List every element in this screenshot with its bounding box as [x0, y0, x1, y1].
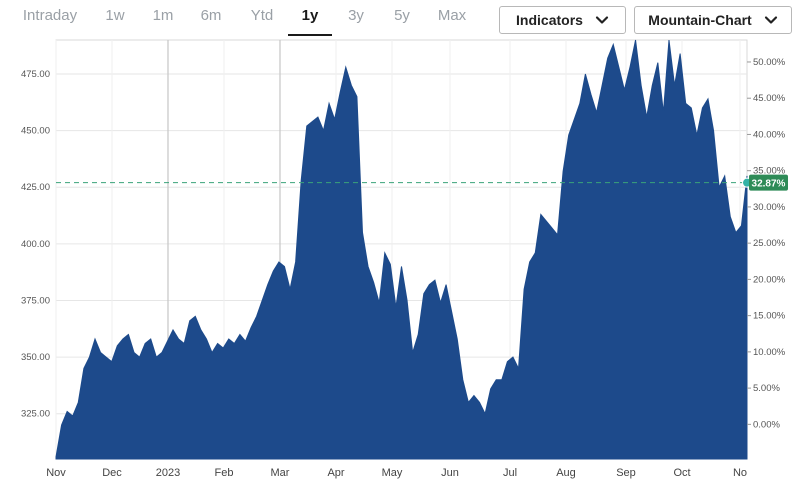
chevron-down-icon [595, 16, 609, 24]
y-tick-label-left: 375.00 [21, 295, 50, 306]
x-tick-label: Nov [46, 467, 66, 479]
x-tick-label: No [733, 467, 747, 479]
y-tick-label-right: 35.00% [753, 166, 786, 177]
x-tick-label: Feb [215, 467, 234, 479]
change-badge-label: 32.87% [752, 179, 786, 190]
y-tick-label-right: 40.00% [753, 129, 786, 140]
chart-type-dropdown[interactable]: Mountain-Chart [634, 6, 792, 34]
tab-max[interactable]: Max [437, 7, 467, 24]
change-badge [749, 174, 788, 191]
y-tick-label-right: 20.00% [753, 274, 786, 285]
x-tick-label: Dec [102, 467, 122, 479]
indicators-dropdown[interactable]: Indicators [499, 6, 626, 34]
x-tick-label: May [382, 467, 403, 479]
y-tick-label-left: 350.00 [21, 352, 50, 363]
tab-3y[interactable]: 3y [348, 7, 364, 24]
y-tick-label-right: 15.00% [753, 311, 786, 322]
price-area [55, 39, 748, 460]
y-tick-label-left: 325.00 [21, 409, 50, 420]
x-tick-label: Oct [673, 467, 690, 479]
x-tick-label: Apr [327, 467, 344, 479]
timeframe-tabs: Intraday 1w 1m 6m Ytd 1y 3y 5y Max [0, 0, 480, 36]
y-tick-label-left: 400.00 [21, 239, 50, 250]
tab-6m[interactable]: 6m [200, 7, 222, 24]
y-tick-label-left: 475.00 [21, 69, 50, 80]
tab-ytd[interactable]: Ytd [250, 7, 274, 24]
chart-type-label: Mountain-Chart [648, 12, 752, 28]
x-tick-label: Mar [271, 467, 290, 479]
y-tick-label-right: 50.00% [753, 57, 786, 68]
x-tick-label: Jul [503, 467, 517, 479]
tab-1y[interactable]: 1y [288, 0, 332, 36]
tab-intraday[interactable]: Intraday [22, 7, 78, 24]
y-tick-label-left: 425.00 [21, 182, 50, 193]
y-tick-label-right: 10.00% [753, 347, 786, 358]
y-tick-label-left: 450.00 [21, 126, 50, 137]
tab-5y[interactable]: 5y [394, 7, 410, 24]
tab-1w[interactable]: 1w [105, 7, 125, 24]
x-tick-label: Sep [616, 467, 636, 479]
x-tick-label: Jun [441, 467, 459, 479]
x-tick-label: Aug [556, 467, 576, 479]
y-tick-label-right: 0.00% [753, 419, 780, 430]
indicators-label: Indicators [516, 12, 583, 28]
x-tick-label: 2023 [156, 467, 180, 479]
y-tick-label-right: 45.00% [753, 93, 786, 104]
y-tick-label-right: 30.00% [753, 202, 786, 213]
y-tick-label-right: 5.00% [753, 383, 780, 394]
tab-1m[interactable]: 1m [152, 7, 174, 24]
y-tick-label-right: 25.00% [753, 238, 786, 249]
chevron-down-icon [764, 16, 777, 24]
